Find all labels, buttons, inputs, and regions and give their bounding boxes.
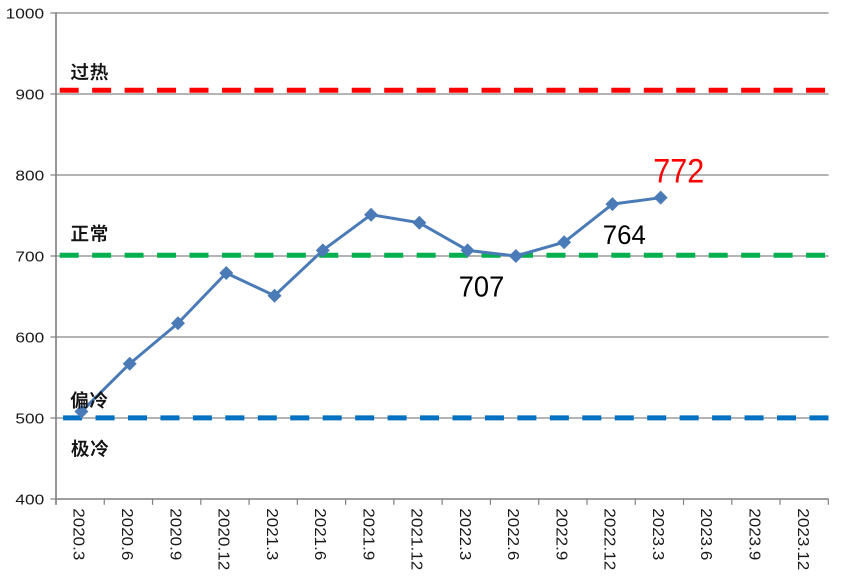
svg-text:2022.6: 2022.6 xyxy=(504,508,521,560)
svg-text:2020.9: 2020.9 xyxy=(166,508,183,560)
svg-text:2022.12: 2022.12 xyxy=(601,508,618,570)
svg-text:1000: 1000 xyxy=(6,6,45,23)
svg-text:800: 800 xyxy=(15,168,44,185)
svg-text:700: 700 xyxy=(15,249,44,266)
svg-text:2023.12: 2023.12 xyxy=(794,508,811,570)
svg-text:2020.12: 2020.12 xyxy=(215,508,232,570)
svg-text:764: 764 xyxy=(603,220,646,250)
svg-text:2020.6: 2020.6 xyxy=(118,508,135,560)
svg-text:772: 772 xyxy=(653,152,704,190)
svg-text:2022.3: 2022.3 xyxy=(456,508,473,560)
svg-text:900: 900 xyxy=(15,87,44,104)
svg-text:2021.9: 2021.9 xyxy=(359,508,376,560)
svg-text:2021.12: 2021.12 xyxy=(408,508,425,570)
svg-text:500: 500 xyxy=(15,411,44,428)
svg-text:2021.6: 2021.6 xyxy=(311,508,328,560)
svg-text:600: 600 xyxy=(15,330,44,347)
svg-text:2022.9: 2022.9 xyxy=(552,508,569,560)
svg-text:2021.3: 2021.3 xyxy=(263,508,280,560)
svg-text:707: 707 xyxy=(459,272,505,304)
svg-text:2023.6: 2023.6 xyxy=(697,508,714,560)
svg-text:2020.3: 2020.3 xyxy=(70,508,87,560)
svg-text:2023.9: 2023.9 xyxy=(746,508,763,560)
svg-text:400: 400 xyxy=(15,492,44,509)
svg-text:2023.3: 2023.3 xyxy=(649,508,666,560)
